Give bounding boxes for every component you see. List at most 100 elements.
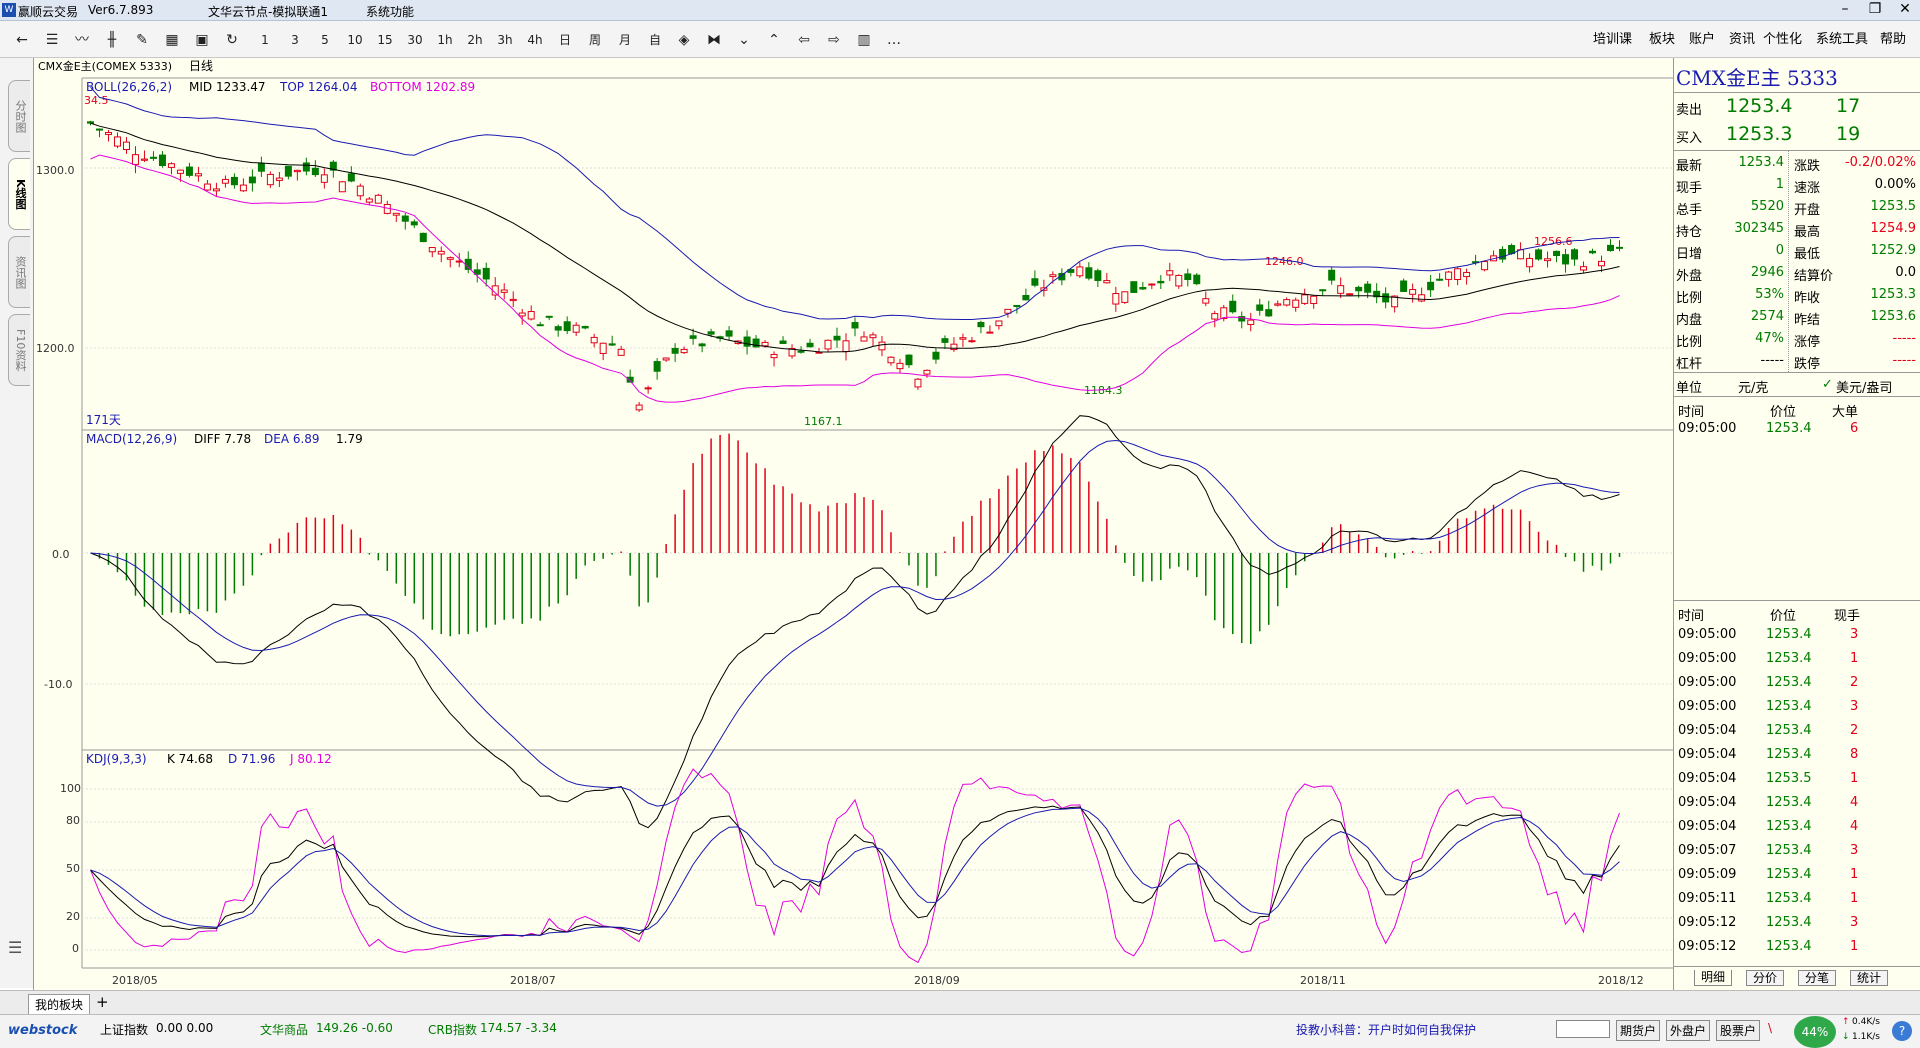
period-button-3[interactable]: 10 bbox=[347, 33, 363, 47]
back-icon[interactable]: ← bbox=[16, 32, 28, 48]
tick-row[interactable]: 09:05:00 1253.4 1 bbox=[1674, 648, 1920, 670]
menu-list-icon[interactable]: ☰ bbox=[8, 938, 23, 957]
tick-row[interactable]: 09:05:04 1253.4 8 bbox=[1674, 744, 1920, 766]
line-chart-icon[interactable]: 〰 bbox=[75, 32, 89, 48]
menu-help[interactable]: 帮助 bbox=[1880, 32, 1907, 47]
tab-my-block[interactable]: 我的板块 bbox=[28, 994, 91, 1015]
tick-row[interactable]: 09:05:04 1253.4 4 bbox=[1674, 792, 1920, 814]
foreign-account-button[interactable]: 外盘户 bbox=[1666, 1020, 1711, 1041]
save-icon[interactable]: ▣ bbox=[195, 32, 209, 48]
period-button-11[interactable]: 周 bbox=[588, 33, 601, 47]
server-node[interactable]: 文华云节点-模拟联通1 bbox=[208, 5, 328, 19]
restore-icon[interactable]: ❐ bbox=[1868, 1, 1882, 17]
chevrons-up-icon[interactable]: ⌃ bbox=[768, 32, 780, 48]
quote-row: 最新 1253.4 涨跌 -0.2/0.02% bbox=[1674, 152, 1920, 174]
tick-row[interactable]: 09:05:00 1253.4 2 bbox=[1674, 672, 1920, 694]
menu-personalize[interactable]: 个性化 bbox=[1763, 32, 1803, 47]
left-arrow-icon[interactable]: ⇦ bbox=[798, 32, 810, 48]
index1-name[interactable]: 上证指数 bbox=[100, 1023, 149, 1037]
upload-speed: 0.4K/s bbox=[1852, 1017, 1880, 1027]
tab-kline[interactable]: K线图 bbox=[8, 158, 30, 230]
zoom-in-icon[interactable]: ◈ bbox=[678, 32, 690, 48]
macd-label[interactable]: MACD(12,26,9) bbox=[86, 432, 177, 446]
tick-row[interactable]: 09:05:09 1253.4 1 bbox=[1674, 864, 1920, 886]
period-button-10[interactable]: 日 bbox=[558, 33, 571, 47]
index3-name[interactable]: CRB指数 bbox=[428, 1023, 477, 1037]
candle-body bbox=[1535, 249, 1543, 260]
period-button-6[interactable]: 1h bbox=[437, 33, 453, 47]
right-arrow-icon[interactable]: ⇨ bbox=[828, 32, 840, 48]
currency-unit[interactable]: 美元/盎司 bbox=[1836, 381, 1893, 396]
menu-news[interactable]: 资讯 bbox=[1729, 32, 1756, 47]
chevrons-down-icon[interactable]: ⌄ bbox=[738, 32, 750, 48]
edu-tip[interactable]: 投教小科普：开户时如何自我保护 bbox=[1296, 1023, 1477, 1037]
menu-tools[interactable]: 系统工具 bbox=[1816, 32, 1869, 47]
kline-chart-area[interactable]: CMX金E主(COMEX 5333) 日线 BOLL(26,26,2) MID … bbox=[33, 58, 1674, 990]
tab-timeshare[interactable]: 分时图 bbox=[8, 80, 30, 152]
period-button-4[interactable]: 15 bbox=[377, 33, 393, 47]
tick-row[interactable]: 09:05:04 1253.4 2 bbox=[1674, 720, 1920, 742]
tick-row[interactable]: 09:05:07 1253.4 3 bbox=[1674, 840, 1920, 862]
tick-row[interactable]: 09:05:00 1253.4 3 bbox=[1674, 624, 1920, 646]
tick-row[interactable]: 09:05:12 1253.4 1 bbox=[1674, 936, 1920, 958]
tick-row[interactable]: 09:05:11 1253.4 1 bbox=[1674, 888, 1920, 910]
futures-account-button[interactable]: 期货户 bbox=[1616, 1020, 1661, 1041]
layout-icon[interactable]: ▥ bbox=[857, 32, 871, 48]
menu-sector[interactable]: 板块 bbox=[1649, 32, 1676, 47]
candle-body bbox=[1184, 273, 1192, 281]
minimize-icon[interactable]: – bbox=[1841, 1, 1849, 17]
date-tick-jul: 2018/07 bbox=[510, 974, 556, 987]
code-input[interactable] bbox=[1556, 1020, 1610, 1038]
stock-account-button[interactable]: 股票户 bbox=[1716, 1020, 1761, 1041]
index2-name[interactable]: 文华商品 bbox=[260, 1023, 309, 1037]
list-icon[interactable]: ☰ bbox=[45, 32, 59, 48]
quote-row: 持仓 302345 最高 1254.9 bbox=[1674, 218, 1920, 240]
kdj-label[interactable]: KDJ(9,3,3) bbox=[86, 752, 147, 766]
period-button-9[interactable]: 4h bbox=[527, 33, 543, 47]
chat-icon[interactable]: ? bbox=[1892, 1021, 1912, 1041]
index2-value: 149.26 -0.60 bbox=[316, 1021, 393, 1035]
zoom-out-icon[interactable]: ⧓ bbox=[707, 32, 721, 48]
sell-price[interactable]: 1253.4 bbox=[1726, 95, 1793, 117]
system-menu[interactable]: 系统功能 bbox=[366, 5, 415, 19]
period-button-7[interactable]: 2h bbox=[467, 33, 483, 47]
tab-trades[interactable]: 分笔 bbox=[1798, 970, 1837, 986]
tab-price-dist[interactable]: 分价 bbox=[1746, 970, 1785, 986]
chart-period[interactable]: 日线 bbox=[189, 59, 213, 73]
draw-icon[interactable]: ✎ bbox=[136, 32, 148, 48]
menu-training[interactable]: 培训课 bbox=[1593, 32, 1633, 47]
quote-row: 比例 53% 昨收 1253.3 bbox=[1674, 284, 1920, 306]
candle-body bbox=[563, 321, 571, 332]
tick-row[interactable]: 09:05:00 1253.4 3 bbox=[1674, 696, 1920, 718]
period-button-1[interactable]: 3 bbox=[291, 33, 299, 47]
tab-stats[interactable]: 统计 bbox=[1850, 970, 1889, 986]
boll-label[interactable]: BOLL(26,26,2) bbox=[86, 80, 172, 94]
refresh-icon[interactable]: ↻ bbox=[226, 32, 238, 48]
tick-price: 1253.4 bbox=[1766, 675, 1812, 690]
tab-news-chart[interactable]: 资讯图 bbox=[8, 236, 30, 308]
tick-row[interactable]: 09:05:12 1253.4 3 bbox=[1674, 912, 1920, 934]
tab-f10[interactable]: F10资料 bbox=[8, 314, 30, 386]
big-order-row[interactable]: 09:05:00 1253.4 6 bbox=[1674, 418, 1920, 440]
tick-row[interactable]: 09:05:04 1253.4 4 bbox=[1674, 816, 1920, 838]
tick-row[interactable]: 09:05:04 1253.5 1 bbox=[1674, 768, 1920, 790]
close-icon[interactable]: ✕ bbox=[1899, 1, 1911, 17]
add-block-button[interactable]: + bbox=[96, 993, 109, 1011]
candle-body bbox=[437, 250, 445, 255]
period-button-0[interactable]: 1 bbox=[261, 33, 269, 47]
more-icon[interactable]: … bbox=[887, 32, 901, 48]
kline-chart[interactable]: CMX金E主(COMEX 5333) 日线 BOLL(26,26,2) MID … bbox=[34, 58, 1674, 990]
period-button-12[interactable]: 月 bbox=[618, 33, 631, 47]
period-button-8[interactable]: 3h bbox=[497, 33, 513, 47]
tick-volume: 4 bbox=[1850, 795, 1859, 810]
candle-icon[interactable]: ╫ bbox=[107, 32, 117, 48]
buy-price[interactable]: 1253.3 bbox=[1726, 123, 1793, 145]
period-button-13[interactable]: 自 bbox=[648, 33, 661, 47]
tab-detail[interactable]: 明细 bbox=[1694, 970, 1733, 986]
period-button-2[interactable]: 5 bbox=[321, 33, 329, 47]
menu-account[interactable]: 账户 bbox=[1689, 32, 1716, 47]
checkmark-icon[interactable]: ✓ bbox=[1822, 377, 1833, 392]
period-button-5[interactable]: 30 bbox=[407, 33, 423, 47]
big-header-time: 时间 bbox=[1678, 405, 1705, 420]
calc-icon[interactable]: ▦ bbox=[165, 32, 179, 48]
